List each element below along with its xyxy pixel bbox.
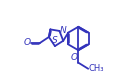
- Text: O: O: [70, 53, 78, 62]
- Text: S: S: [52, 36, 58, 45]
- Text: O: O: [24, 38, 31, 47]
- Text: N: N: [60, 26, 67, 35]
- Text: CH₃: CH₃: [89, 64, 104, 73]
